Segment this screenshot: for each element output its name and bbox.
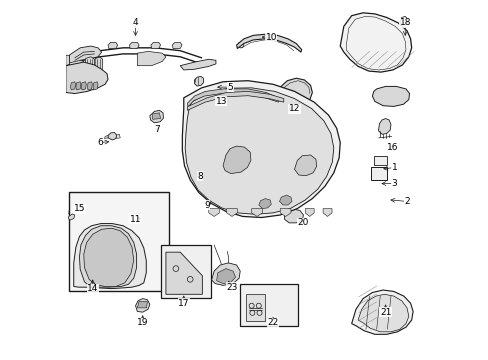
Polygon shape — [187, 89, 280, 107]
Polygon shape — [108, 132, 116, 140]
Polygon shape — [83, 228, 134, 287]
Polygon shape — [258, 199, 271, 208]
Polygon shape — [187, 91, 283, 111]
Polygon shape — [294, 155, 316, 176]
Polygon shape — [399, 17, 407, 25]
Polygon shape — [194, 76, 203, 86]
Polygon shape — [378, 118, 390, 134]
Polygon shape — [69, 72, 83, 81]
Polygon shape — [137, 301, 147, 308]
Polygon shape — [216, 269, 235, 284]
Text: 22: 22 — [267, 318, 278, 327]
Polygon shape — [81, 82, 86, 90]
Polygon shape — [226, 208, 237, 216]
Bar — [240, 284, 298, 327]
Polygon shape — [93, 82, 98, 90]
Polygon shape — [76, 82, 81, 90]
Text: 12: 12 — [288, 104, 300, 113]
Text: 14: 14 — [87, 284, 98, 293]
Text: 8: 8 — [197, 172, 203, 181]
Polygon shape — [189, 156, 199, 164]
Text: 6: 6 — [97, 138, 102, 147]
Polygon shape — [85, 57, 94, 82]
Polygon shape — [70, 82, 75, 90]
Polygon shape — [211, 263, 240, 285]
Polygon shape — [280, 208, 290, 216]
Polygon shape — [323, 208, 331, 216]
Polygon shape — [373, 156, 386, 165]
Polygon shape — [137, 51, 165, 66]
Polygon shape — [351, 290, 412, 334]
Bar — [160, 245, 210, 298]
Text: 23: 23 — [226, 283, 237, 292]
Polygon shape — [69, 60, 83, 69]
Polygon shape — [372, 86, 408, 107]
Polygon shape — [370, 167, 386, 180]
Polygon shape — [185, 88, 333, 214]
Polygon shape — [149, 111, 163, 123]
Polygon shape — [129, 42, 139, 49]
Polygon shape — [152, 113, 160, 119]
Text: 2: 2 — [404, 197, 409, 206]
Polygon shape — [66, 62, 108, 94]
Text: 3: 3 — [391, 179, 397, 188]
Text: 18: 18 — [399, 18, 410, 27]
Polygon shape — [95, 57, 102, 82]
Polygon shape — [180, 59, 216, 70]
Polygon shape — [206, 91, 219, 102]
Polygon shape — [357, 294, 408, 332]
Text: 5: 5 — [227, 83, 233, 92]
Text: 17: 17 — [178, 299, 189, 308]
Polygon shape — [116, 134, 120, 139]
Polygon shape — [135, 298, 149, 312]
Polygon shape — [305, 208, 313, 216]
Text: 7: 7 — [154, 126, 160, 135]
Polygon shape — [182, 81, 340, 217]
Polygon shape — [278, 78, 312, 106]
Text: 4: 4 — [132, 18, 138, 27]
Polygon shape — [172, 42, 182, 49]
Polygon shape — [279, 195, 291, 205]
Text: 9: 9 — [203, 201, 209, 210]
Polygon shape — [108, 42, 118, 49]
Polygon shape — [208, 208, 219, 216]
Polygon shape — [66, 55, 73, 66]
Text: 15: 15 — [74, 204, 85, 213]
Polygon shape — [80, 226, 136, 287]
Polygon shape — [74, 224, 146, 289]
Polygon shape — [340, 13, 411, 72]
Polygon shape — [246, 294, 264, 321]
Text: 20: 20 — [297, 219, 308, 228]
Text: 19: 19 — [137, 318, 148, 327]
Polygon shape — [165, 252, 202, 294]
Polygon shape — [69, 46, 102, 66]
Text: 10: 10 — [265, 33, 277, 42]
Polygon shape — [223, 146, 250, 174]
Polygon shape — [236, 34, 301, 52]
Polygon shape — [190, 163, 196, 167]
Text: 16: 16 — [386, 143, 398, 152]
Polygon shape — [104, 135, 108, 139]
Text: 13: 13 — [215, 97, 226, 106]
Polygon shape — [151, 42, 160, 49]
Polygon shape — [68, 214, 75, 220]
Polygon shape — [69, 66, 83, 75]
Text: 1: 1 — [391, 163, 397, 172]
Polygon shape — [251, 208, 262, 216]
Polygon shape — [284, 209, 303, 223]
Bar — [69, 192, 169, 292]
Text: 21: 21 — [379, 308, 390, 317]
Polygon shape — [87, 82, 92, 90]
Text: 11: 11 — [129, 215, 141, 224]
